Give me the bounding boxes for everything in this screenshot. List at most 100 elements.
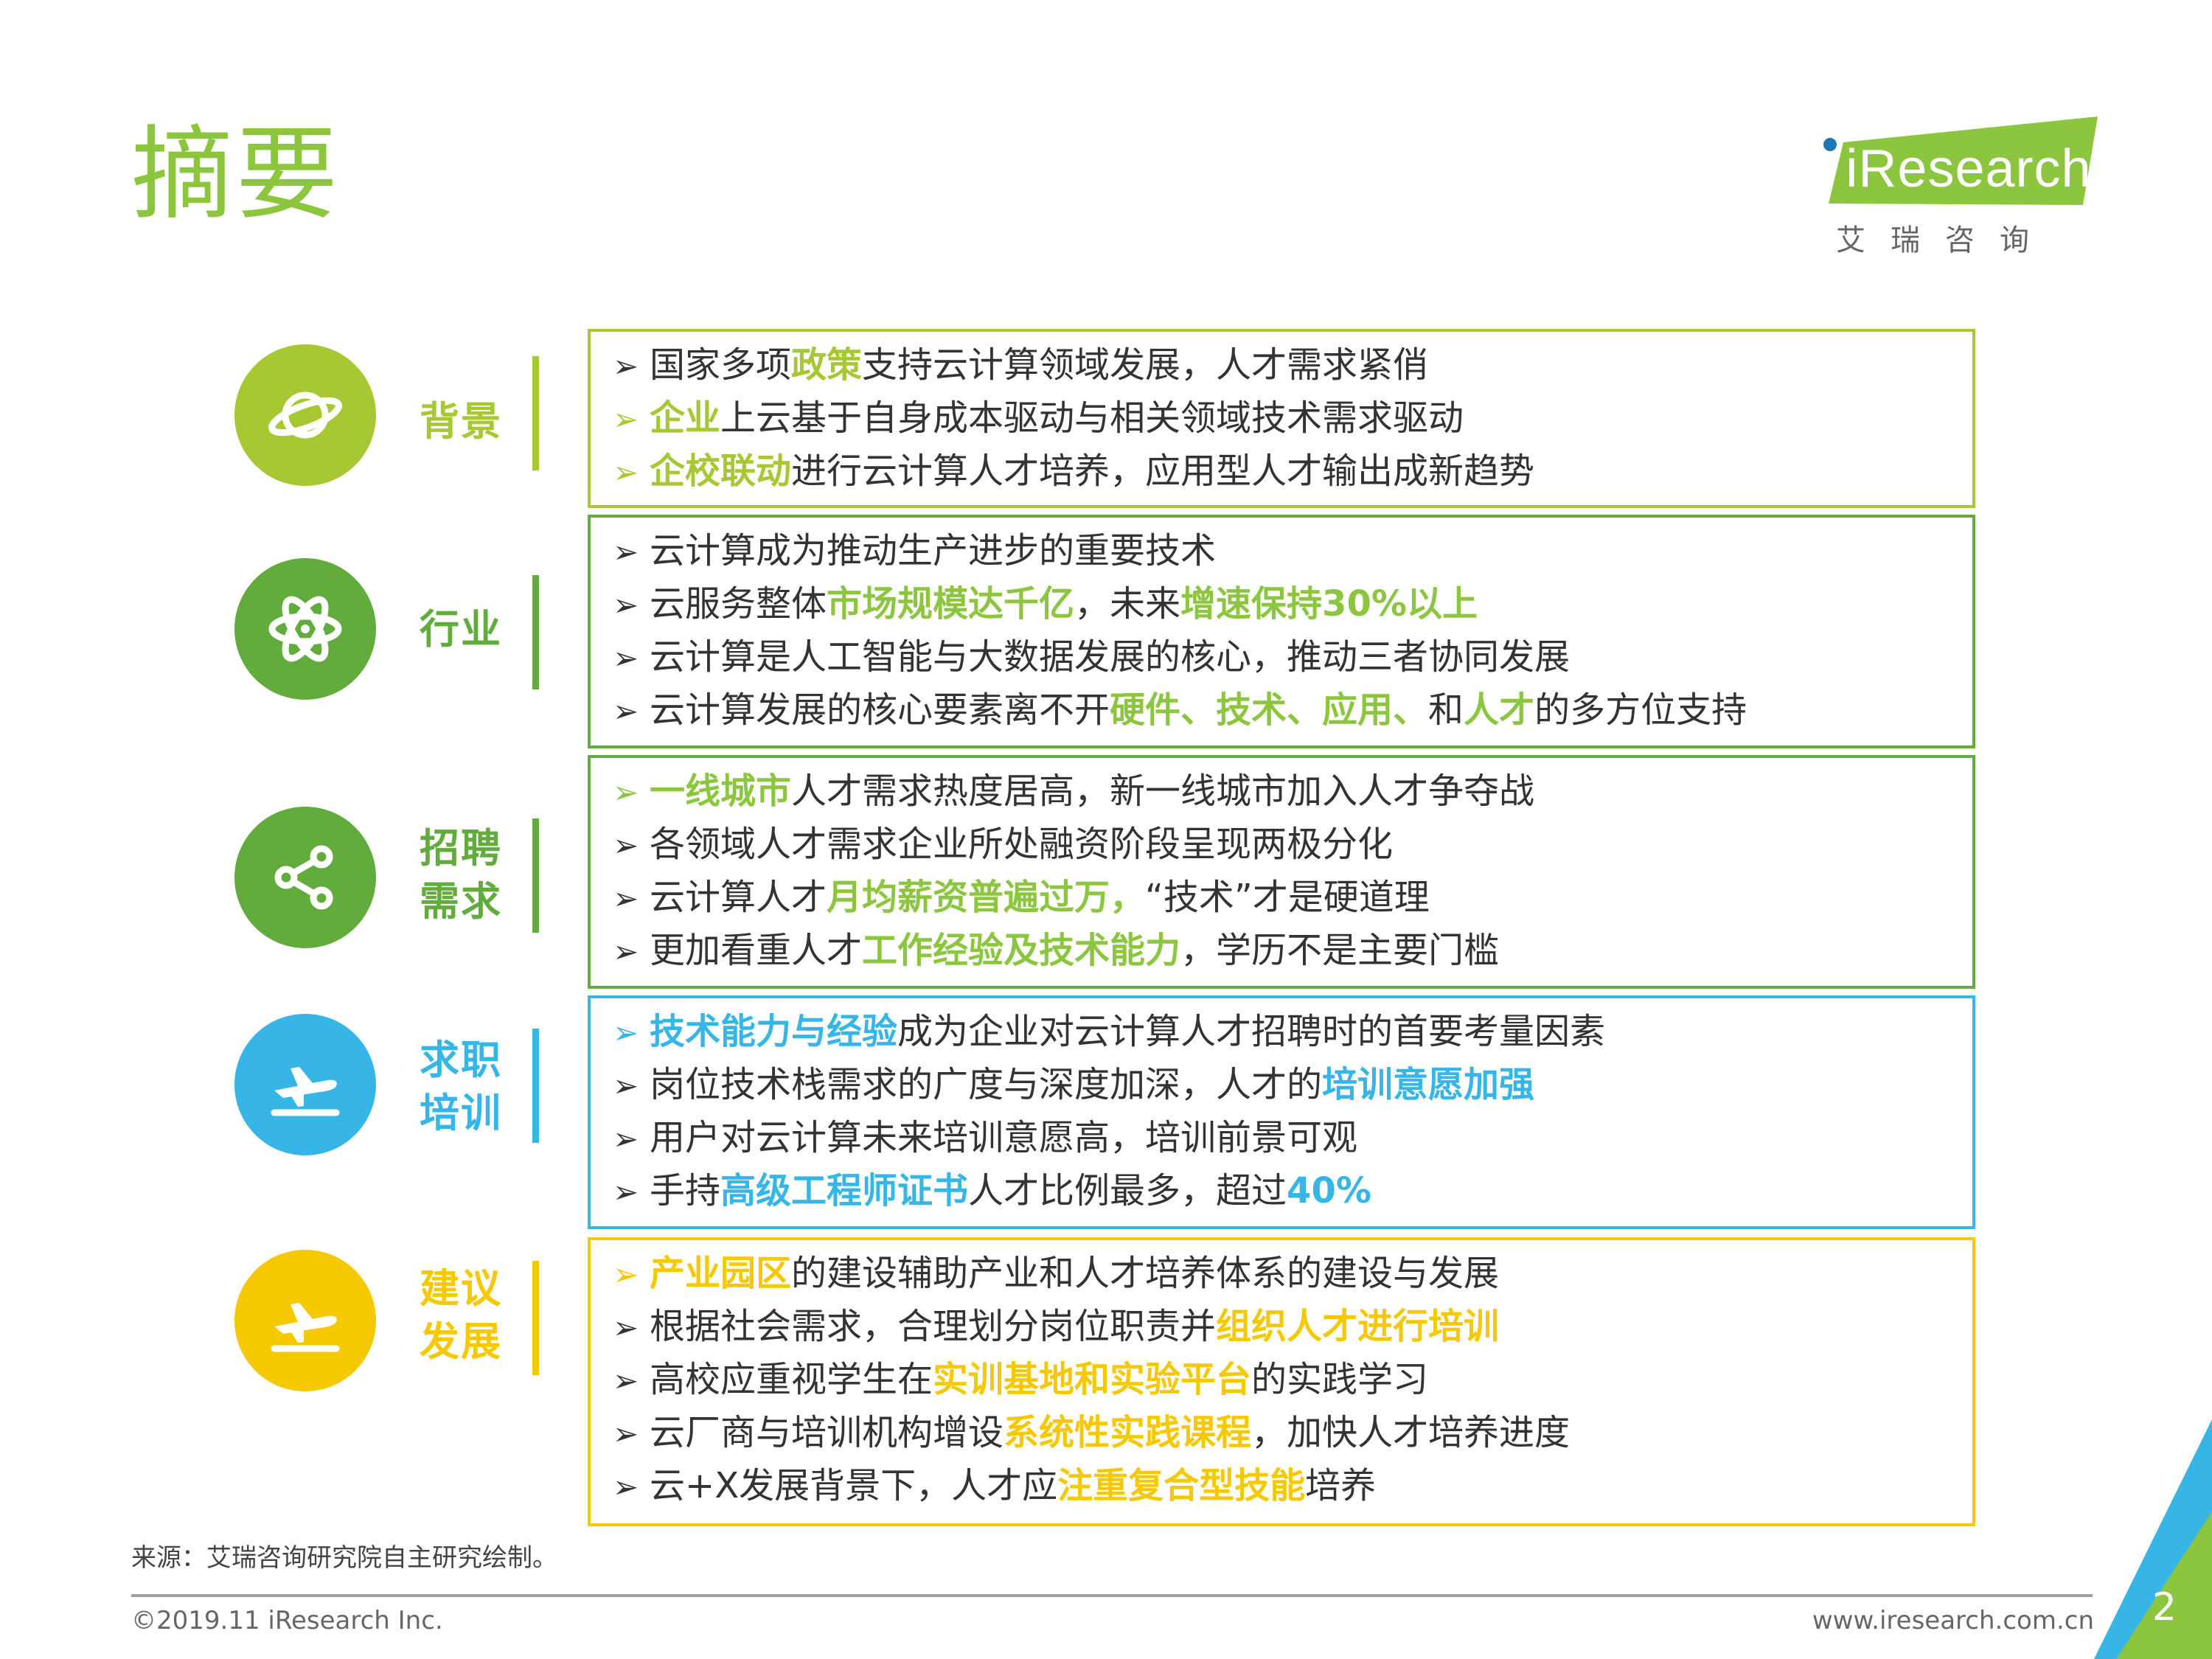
section-divider	[532, 1261, 539, 1375]
bullet-text: 国家多项	[650, 344, 792, 386]
arrow-bullet-icon: ➢	[613, 348, 639, 384]
bullet-item: ➢ 岗位技术栈需求的广度与深度加深，人才的培训意愿加强	[613, 1059, 1534, 1110]
bullet-item: ➢ 云计算成为推动生产进步的重要技术	[613, 525, 1216, 577]
section-box: ➢ 国家多项政策支持云计算领域发展，人才需求紧俏 ➢ 企业上云基于自身成本驱动与相关领…	[588, 329, 1975, 508]
bullet-item: ➢ 更加看重人才工作经验及技术能力，学历不是主要门槛	[613, 925, 1499, 976]
logo-text: iResearch	[1846, 139, 2092, 198]
highlight-text: 系统性实践课程	[1004, 1412, 1252, 1453]
bullet-text: 云计算人才	[650, 877, 827, 918]
bullet-item: ➢ 云计算是人工智能与大数据发展的核心，推动三者协同发展	[613, 631, 1570, 683]
bullet-item: ➢ 云计算发展的核心要素离不开硬件、技术、应用、和人才的多方位支持	[613, 684, 1747, 736]
arrow-bullet-icon: ➢	[613, 1469, 639, 1505]
bullet-item: ➢ 高校应重视学生在实训基地和实验平台的实践学习	[613, 1354, 1428, 1405]
section-box: ➢ 云计算成为推动生产进步的重要技术 ➢ 云服务整体市场规模达千亿，未来增速保持30%…	[588, 515, 1975, 748]
bullet-item: ➢ 一线城市人才需求热度居高，新一线城市加入人才争夺战	[613, 765, 1534, 817]
bullet-text: 培养	[1305, 1465, 1377, 1506]
bullet-item: ➢ 产业园区的建设辅助产业和人才培养体系的建设与发展	[613, 1248, 1499, 1299]
section-icon-circle	[234, 558, 376, 700]
bullet-item: ➢ 各领域人才需求企业所处融资阶段呈现两极分化	[613, 818, 1393, 870]
bullet-item: ➢ 企业上云基于自身成本驱动与相关领域技术需求驱动	[613, 392, 1464, 444]
bullet-text: “技术”才是硬道理	[1145, 877, 1430, 918]
website-link[interactable]: www.iresearch.com.cn	[1812, 1606, 2094, 1635]
highlight-text: 工作经验及技术能力	[862, 930, 1181, 971]
bullet-text: 岗位技术栈需求的广度与深度加深，人才的	[650, 1064, 1323, 1105]
arrow-bullet-icon: ➢	[613, 454, 639, 490]
bullet-text: 进行云计算人才培养，应用型人才输出成新趋势	[791, 451, 1535, 492]
highlight-text: 政策	[791, 344, 863, 386]
bullet-item: ➢ 云+X发展背景下，人才应注重复合型技能培养	[613, 1460, 1376, 1512]
section-divider	[532, 818, 539, 933]
arrow-bullet-icon: ➢	[613, 693, 639, 729]
bullet-text: ，未来	[1074, 583, 1181, 625]
section-label-line: 培训	[420, 1090, 502, 1136]
arrow-bullet-icon: ➢	[613, 1121, 639, 1157]
section-label-line: 建议	[420, 1265, 502, 1312]
bullet-text: 的实践学习	[1251, 1359, 1429, 1400]
bullet-text: 云计算是人工智能与大数据发展的核心，推动三者协同发展	[650, 636, 1571, 678]
highlight-text: 培训意愿加强	[1322, 1064, 1535, 1105]
bullet-text: 成为企业对云计算人才招聘时的首要考量因素	[897, 1011, 1606, 1052]
section-divider	[532, 575, 539, 689]
bullet-item: ➢ 云服务整体市场规模达千亿，未来增速保持30%以上	[613, 578, 1478, 630]
highlight-text: 组织人才进行培训	[1216, 1306, 1500, 1347]
arrow-bullet-icon: ➢	[613, 1310, 639, 1346]
section-label: 行业	[409, 603, 512, 656]
bullet-text: 高校应重视学生在	[650, 1359, 933, 1400]
section-label: 建议 发展	[409, 1262, 512, 1368]
arrow-bullet-icon: ➢	[613, 1256, 639, 1293]
arrow-bullet-icon: ➢	[613, 827, 639, 863]
arrow-bullet-icon: ➢	[613, 880, 639, 917]
bullet-text: 支持云计算领域发展，人才需求紧俏	[862, 344, 1429, 386]
arrow-bullet-icon: ➢	[613, 1015, 639, 1051]
highlight-text: 硬件、技术、应用、	[1110, 689, 1429, 731]
bullet-item: ➢ 用户对云计算未来培训意愿高，培训前景可观	[613, 1112, 1357, 1164]
section-label-line: 需求	[420, 878, 502, 925]
bullet-text: 的建设辅助产业和人才培养体系的建设与发展	[791, 1253, 1500, 1294]
copyright-text: ©2019.11 iResearch Inc.	[131, 1606, 443, 1635]
logo-subtitle: 艾瑞咨询	[1836, 223, 2054, 257]
highlight-text: 技术能力与经验	[650, 1011, 898, 1052]
arrow-bullet-icon: ➢	[613, 1363, 639, 1399]
iresearch-logo: iResearch 艾瑞咨询	[1821, 116, 2116, 257]
arrow-bullet-icon: ➢	[613, 640, 639, 676]
section-label: 招聘 需求	[409, 822, 512, 928]
page-title: 摘要	[131, 115, 341, 234]
section-box: ➢ 一线城市人才需求热度居高，新一线城市加入人才争夺战 ➢ 各领域人才需求企业所处融资…	[588, 755, 1975, 989]
section-icon-circle	[234, 344, 376, 486]
section-label-line: 背景	[420, 398, 502, 445]
bullet-text: ，学历不是主要门槛	[1180, 930, 1500, 971]
highlight-text: 实训基地和实验平台	[933, 1359, 1252, 1400]
section-label-line: 行业	[420, 606, 502, 653]
bullet-item: ➢ 手持高级工程师证书人才比例最多，超过40%	[613, 1165, 1371, 1217]
section-box: ➢ 技术能力与经验成为企业对云计算人才招聘时的首要考量因素 ➢ 岗位技术栈需求的广度与…	[588, 995, 1975, 1229]
bullet-text: 云+X发展背景下，人才应	[650, 1465, 1058, 1506]
bullet-item: ➢ 技术能力与经验成为企业对云计算人才招聘时的首要考量因素	[613, 1006, 1605, 1057]
section-icon-circle	[234, 1014, 376, 1155]
highlight-text: 月均薪资普遍过万，	[827, 877, 1146, 918]
bullet-item: ➢ 国家多项政策支持云计算领域发展，人才需求紧俏	[613, 339, 1428, 391]
logo-banner-icon	[1823, 116, 2098, 205]
bullet-item: ➢ 云厂商与培训机构增设系统性实践课程，加快人才培养进度	[613, 1407, 1570, 1458]
highlight-text: 企业	[650, 397, 721, 439]
bullet-text: 云计算成为推动生产进步的重要技术	[650, 530, 1217, 571]
section-label-line: 招聘	[420, 825, 502, 872]
bullet-text: 用户对云计算未来培训意愿高，培训前景可观	[650, 1117, 1358, 1158]
arrow-bullet-icon: ➢	[613, 933, 639, 970]
bullet-text: 人才比例最多，超过	[968, 1170, 1287, 1211]
source-note: 来源：艾瑞咨询研究院自主研究绘制。	[131, 1543, 557, 1573]
highlight-text: 40%	[1287, 1170, 1371, 1211]
bullet-text: 根据社会需求，合理划分岗位职责并	[650, 1306, 1217, 1347]
bullet-text: 和	[1428, 689, 1464, 731]
section-label: 背景	[409, 395, 512, 448]
bullet-text: 云服务整体	[650, 583, 827, 625]
bullet-text: 的多方位支持	[1534, 689, 1747, 731]
highlight-text: 产业园区	[650, 1253, 792, 1294]
section-label-line: 求职	[420, 1037, 502, 1083]
bullet-item: ➢ 根据社会需求，合理划分岗位职责并组织人才进行培训	[613, 1301, 1499, 1352]
highlight-text: 人才	[1464, 689, 1535, 731]
bullet-text: 更加看重人才	[650, 930, 863, 971]
arrow-bullet-icon: ➢	[613, 1068, 639, 1104]
highlight-text: 高级工程师证书	[720, 1170, 969, 1211]
section-box: ➢ 产业园区的建设辅助产业和人才培养体系的建设与发展 ➢ 根据社会需求，合理划分岗位职…	[588, 1237, 1975, 1526]
